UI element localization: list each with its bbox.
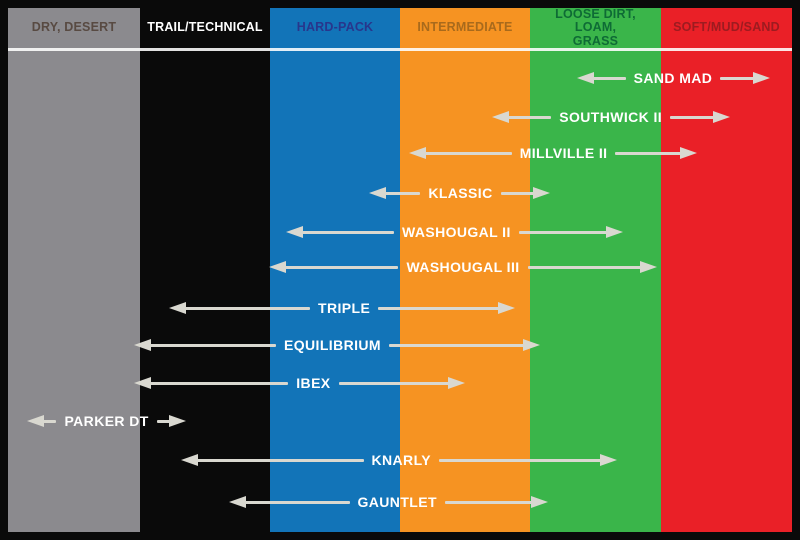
column-intermediate: INTERMEDIATE <box>400 8 530 532</box>
arrow-shaft-right <box>500 191 534 195</box>
tire-label-sand-mad: SAND MAD <box>633 70 713 86</box>
arrowhead-right-icon <box>523 339 540 351</box>
column-dry-desert: DRY, DESERT <box>8 8 140 532</box>
tire-label-washougal-ii: WASHOUGAL II <box>401 224 511 240</box>
arrow-shaft-right <box>338 381 449 385</box>
column-header-loose-dirt: LOOSE DIRT, LOAM, GRASS <box>555 6 636 48</box>
arrow-shaft-left <box>508 115 552 119</box>
arrow-shaft-right <box>156 419 170 423</box>
column-header-intermediate: INTERMEDIATE <box>417 20 513 35</box>
tire-row-ibex: IBEX <box>134 372 465 394</box>
tire-label-klassic: KLASSIC <box>428 185 493 201</box>
tire-row-triple: TRIPLE <box>169 297 515 319</box>
arrowhead-left-icon <box>181 454 198 466</box>
arrowhead-right-icon <box>498 302 515 314</box>
arrow-shaft-left <box>385 191 421 195</box>
arrow-shaft-left <box>285 265 399 269</box>
column-header-soft-mud-sand: SOFT/MUD/SAND <box>673 20 780 35</box>
tire-label-southwick-ii: SOUTHWICK II <box>559 109 663 125</box>
column-hard-pack: HARD-PACK <box>270 8 400 532</box>
arrowhead-right-icon <box>600 454 617 466</box>
tire-row-washougal-iii: WASHOUGAL III <box>269 256 657 278</box>
arrow-shaft-left <box>245 500 350 504</box>
tire-label-millville-ii: MILLVILLE II <box>519 145 608 161</box>
arrowhead-left-icon <box>492 111 509 123</box>
tire-row-southwick-ii: SOUTHWICK II <box>492 106 730 128</box>
column-soft-mud-sand: SOFT/MUD/SAND <box>661 8 792 532</box>
arrow-shaft-right <box>518 230 607 234</box>
tire-label-triple: TRIPLE <box>318 300 371 316</box>
arrowhead-left-icon <box>229 496 246 508</box>
arrow-shaft-left <box>302 230 394 234</box>
arrow-shaft-right <box>670 115 714 119</box>
arrowhead-right-icon <box>169 415 186 427</box>
arrowhead-left-icon <box>286 226 303 238</box>
tire-row-sand-mad: SAND MAD <box>577 67 770 89</box>
arrowhead-left-icon <box>134 377 151 389</box>
tire-row-equilibrium: EQUILIBRIUM <box>134 334 540 356</box>
arrowhead-left-icon <box>369 187 386 199</box>
arrowhead-left-icon <box>27 415 44 427</box>
tire-row-parker-dt: PARKER DT <box>27 410 186 432</box>
arrowhead-right-icon <box>448 377 465 389</box>
tire-label-parker-dt: PARKER DT <box>64 413 149 429</box>
tire-row-klassic: KLASSIC <box>369 182 550 204</box>
arrow-shaft-left <box>150 343 277 347</box>
arrow-shaft-right <box>438 458 601 462</box>
arrow-shaft-left <box>197 458 364 462</box>
arrow-shaft-left <box>593 76 626 80</box>
arrowhead-right-icon <box>606 226 623 238</box>
arrow-shaft-right <box>527 265 641 269</box>
tire-label-equilibrium: EQUILIBRIUM <box>284 337 381 353</box>
arrowhead-left-icon <box>169 302 186 314</box>
arrowhead-right-icon <box>533 187 550 199</box>
arrow-shaft-right <box>615 151 681 155</box>
tire-row-millville-ii: MILLVILLE II <box>409 142 697 164</box>
arrow-shaft-right <box>388 343 524 347</box>
tire-row-washougal-ii: WASHOUGAL II <box>286 221 623 243</box>
tire-label-gauntlet: GAUNTLET <box>357 494 437 510</box>
header-divider <box>8 48 792 51</box>
arrow-shaft-right <box>720 76 754 80</box>
tire-row-gauntlet: GAUNTLET <box>229 491 548 513</box>
arrowhead-left-icon <box>134 339 151 351</box>
tire-label-ibex: IBEX <box>296 375 331 391</box>
arrow-shaft-left <box>43 419 57 423</box>
column-trail-technical: TRAIL/TECHNICAL <box>140 8 270 532</box>
arrow-shaft-left <box>150 381 289 385</box>
tire-row-knarly: KNARLY <box>181 449 617 471</box>
arrow-shaft-left <box>425 151 512 155</box>
tire-label-washougal-iii: WASHOUGAL III <box>406 259 520 275</box>
arrow-shaft-right <box>444 500 532 504</box>
arrowhead-right-icon <box>680 147 697 159</box>
arrow-shaft-left <box>185 306 311 310</box>
arrowhead-right-icon <box>640 261 657 273</box>
arrowhead-left-icon <box>409 147 426 159</box>
arrowhead-left-icon <box>269 261 286 273</box>
arrowhead-right-icon <box>531 496 548 508</box>
tire-label-knarly: KNARLY <box>371 452 431 468</box>
arrowhead-left-icon <box>577 72 594 84</box>
column-header-trail-technical: TRAIL/TECHNICAL <box>147 20 263 35</box>
column-loose-dirt: LOOSE DIRT, LOAM, GRASS <box>530 6 661 532</box>
arrow-shaft-right <box>378 306 499 310</box>
arrowhead-right-icon <box>713 111 730 123</box>
arrowhead-right-icon <box>753 72 770 84</box>
column-header-dry-desert: DRY, DESERT <box>31 20 117 35</box>
column-header-hard-pack: HARD-PACK <box>296 20 374 35</box>
